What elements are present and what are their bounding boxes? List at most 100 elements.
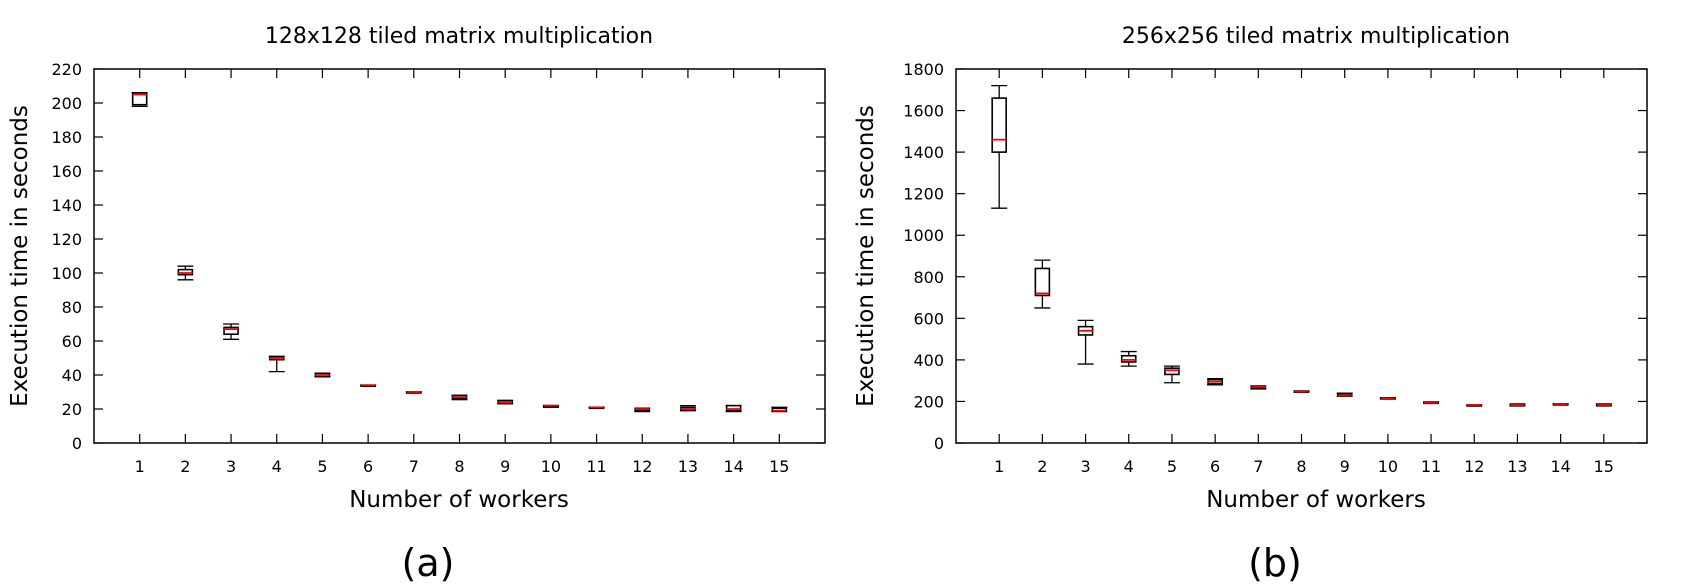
box-plot — [725, 404, 742, 413]
iqr-box — [1164, 367, 1180, 376]
box-plot — [314, 372, 331, 378]
box-plot — [1120, 350, 1137, 367]
x-tick-label: 14 — [723, 457, 743, 476]
x-tick-label: 1 — [135, 457, 145, 476]
x-tick-label: 9 — [1340, 457, 1350, 476]
y-tick-label: 60 — [62, 332, 82, 351]
plot-frame — [955, 68, 1648, 444]
box-plot — [1207, 377, 1224, 386]
y-tick-label: 600 — [913, 309, 944, 328]
x-tick-label: 7 — [1253, 457, 1263, 476]
iqr-box — [131, 92, 148, 106]
y-tick-label: 1600 — [903, 102, 944, 121]
box-plot — [1379, 397, 1396, 400]
x-tick-label: 6 — [1210, 457, 1220, 476]
y-tick-label: 180 — [51, 128, 82, 147]
x-tick-label: 2 — [1037, 457, 1047, 476]
box-plot — [1423, 401, 1440, 405]
x-tick-label: 9 — [500, 457, 510, 476]
box-plot — [1250, 385, 1267, 390]
x-tick-label: 14 — [1550, 457, 1570, 476]
x-tick-label: 12 — [1464, 457, 1484, 476]
y-tick-label: 20 — [62, 400, 82, 419]
x-tick-label: 10 — [1378, 457, 1398, 476]
y-axis-label: Execution time in seconds — [853, 105, 879, 407]
chart-title: 256x256 tiled matrix multiplication — [1122, 24, 1510, 49]
box-plot — [634, 407, 651, 413]
panel-a: 128x128 tiled matrix multiplication Exec… — [7, 24, 826, 584]
y-tick-label: 40 — [62, 366, 82, 385]
x-tick-label: 12 — [632, 457, 652, 476]
x-tick-label: 3 — [226, 457, 236, 476]
panel-caption: (a) — [402, 541, 455, 584]
box-plot — [1552, 403, 1569, 406]
x-axis-label: Number of workers — [349, 487, 569, 513]
box-plot — [405, 391, 422, 394]
box-plot — [268, 355, 285, 373]
y-tick-label: 200 — [51, 94, 82, 113]
x-tick-label: 4 — [272, 457, 282, 476]
y-tick-label: 120 — [51, 230, 82, 249]
panel-caption: (b) — [1248, 541, 1302, 584]
x-tick-label: 6 — [363, 457, 373, 476]
box-plot — [1077, 319, 1094, 365]
y-tick-label: 200 — [913, 392, 944, 411]
y-tick-label: 220 — [51, 60, 82, 79]
iqr-box — [1120, 354, 1137, 363]
y-tick-label: 100 — [51, 264, 82, 283]
x-tick-label: 7 — [409, 457, 419, 476]
iqr-box — [991, 97, 1007, 153]
box-plot — [542, 404, 559, 408]
box-plot — [771, 406, 788, 413]
y-tick-label: 400 — [913, 351, 944, 370]
y-tick-label: 1200 — [903, 185, 944, 204]
box-plot — [451, 394, 468, 401]
x-tick-label: 15 — [1594, 457, 1614, 476]
box-plot — [1034, 259, 1051, 309]
y-tick-label: 1400 — [903, 143, 944, 162]
y-tick-label: 140 — [51, 196, 82, 215]
iqr-box — [1034, 267, 1051, 297]
x-tick-label: 13 — [1507, 457, 1527, 476]
y-tick-label: 0 — [72, 434, 82, 453]
box-plot — [1336, 392, 1353, 397]
x-tick-label: 11 — [1421, 457, 1441, 476]
y-tick-label: 0 — [934, 434, 944, 453]
box-plot — [1509, 403, 1526, 407]
y-tick-label: 80 — [62, 298, 82, 317]
x-tick-label: 4 — [1124, 457, 1134, 476]
box-plot — [1163, 365, 1180, 384]
x-tick-label: 2 — [180, 457, 190, 476]
box-plot — [1293, 390, 1310, 393]
plot-frame — [93, 68, 826, 444]
x-tick-label: 10 — [541, 457, 561, 476]
box-plot — [177, 265, 194, 281]
panel-b: 256x256 tiled matrix multiplication Exec… — [853, 24, 1648, 584]
x-tick-label: 11 — [586, 457, 606, 476]
x-tick-label: 8 — [454, 457, 464, 476]
x-tick-label: 13 — [678, 457, 698, 476]
x-axis-label: Number of workers — [1206, 487, 1426, 513]
x-tick-label: 5 — [1167, 457, 1177, 476]
y-tick-label: 160 — [51, 162, 82, 181]
box-plot — [588, 406, 605, 410]
iqr-box — [223, 326, 239, 335]
x-tick-label: 15 — [769, 457, 789, 476]
box-plot — [1595, 403, 1612, 407]
x-tick-label: 3 — [1080, 457, 1090, 476]
y-axis-label: Execution time in seconds — [7, 105, 33, 407]
y-tick-label: 800 — [913, 268, 944, 287]
box-plot — [223, 323, 240, 340]
box-plot — [360, 384, 377, 388]
x-tick-label: 8 — [1296, 457, 1306, 476]
chart-title: 128x128 tiled matrix multiplication — [265, 24, 653, 49]
x-tick-label: 1 — [994, 457, 1004, 476]
y-tick-label: 1000 — [903, 226, 944, 245]
y-tick-label: 1800 — [903, 60, 944, 79]
box-plot — [497, 399, 514, 405]
box-plot — [131, 92, 148, 108]
box-plot — [991, 84, 1008, 209]
